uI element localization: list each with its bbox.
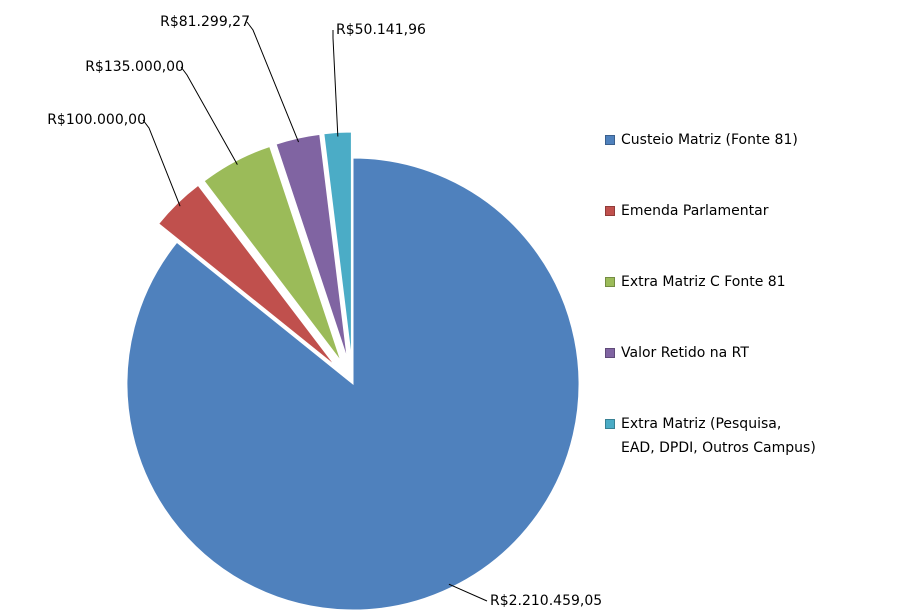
- data-label: R$2.210.459,05: [490, 593, 602, 609]
- leader-line: [332, 30, 339, 137]
- leader-line: [180, 66, 238, 165]
- legend-label: Valor Retido na RT: [621, 345, 749, 361]
- legend-item: Custeio Matriz (Fonte 81): [605, 128, 816, 152]
- legend-swatch: [605, 419, 615, 429]
- legend-label: Emenda Parlamentar: [621, 203, 769, 219]
- legend-label: Extra Matriz C Fonte 81: [621, 274, 786, 290]
- legend-label: Custeio Matriz (Fonte 81): [621, 132, 798, 148]
- data-label: R$81.299,27: [160, 14, 250, 30]
- legend-label: Extra Matriz (Pesquisa, EAD, DPDI, Outro…: [621, 416, 816, 456]
- legend-swatch: [605, 348, 615, 358]
- pie-slice: [158, 184, 336, 366]
- legend-item: Extra Matriz C Fonte 81: [605, 270, 816, 294]
- data-label: R$135.000,00: [85, 59, 184, 75]
- leader-line: [142, 119, 181, 207]
- data-label: R$100.000,00: [47, 112, 146, 128]
- legend-item: Emenda Parlamentar: [605, 199, 816, 223]
- leader-line: [448, 583, 488, 602]
- legend-item: Extra Matriz (Pesquisa, EAD, DPDI, Outro…: [605, 412, 816, 460]
- legend-swatch: [605, 135, 615, 145]
- data-label: R$50.141,96: [336, 22, 426, 38]
- legend: Custeio Matriz (Fonte 81) Emenda Parlamen…: [605, 128, 905, 507]
- leader-line: [246, 21, 300, 143]
- legend-item: Valor Retido na RT: [605, 341, 816, 365]
- pie-slice: [126, 157, 580, 611]
- legend-swatch: [605, 206, 615, 216]
- pie-slice: [275, 133, 348, 359]
- legend-swatch: [605, 277, 615, 287]
